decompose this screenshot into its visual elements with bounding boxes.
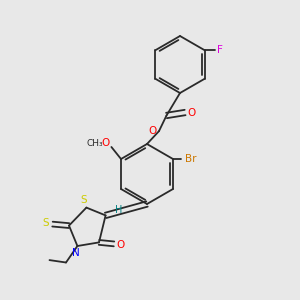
- Text: F: F: [217, 45, 223, 55]
- Text: S: S: [43, 218, 49, 228]
- Text: H: H: [115, 205, 122, 215]
- Text: N: N: [72, 248, 80, 258]
- Text: O: O: [101, 138, 110, 148]
- Text: O: O: [188, 107, 196, 118]
- Text: O: O: [148, 126, 157, 136]
- Text: Br: Br: [185, 154, 197, 164]
- Text: CH₃: CH₃: [87, 139, 103, 148]
- Text: S: S: [81, 195, 87, 205]
- Text: O: O: [116, 240, 125, 250]
